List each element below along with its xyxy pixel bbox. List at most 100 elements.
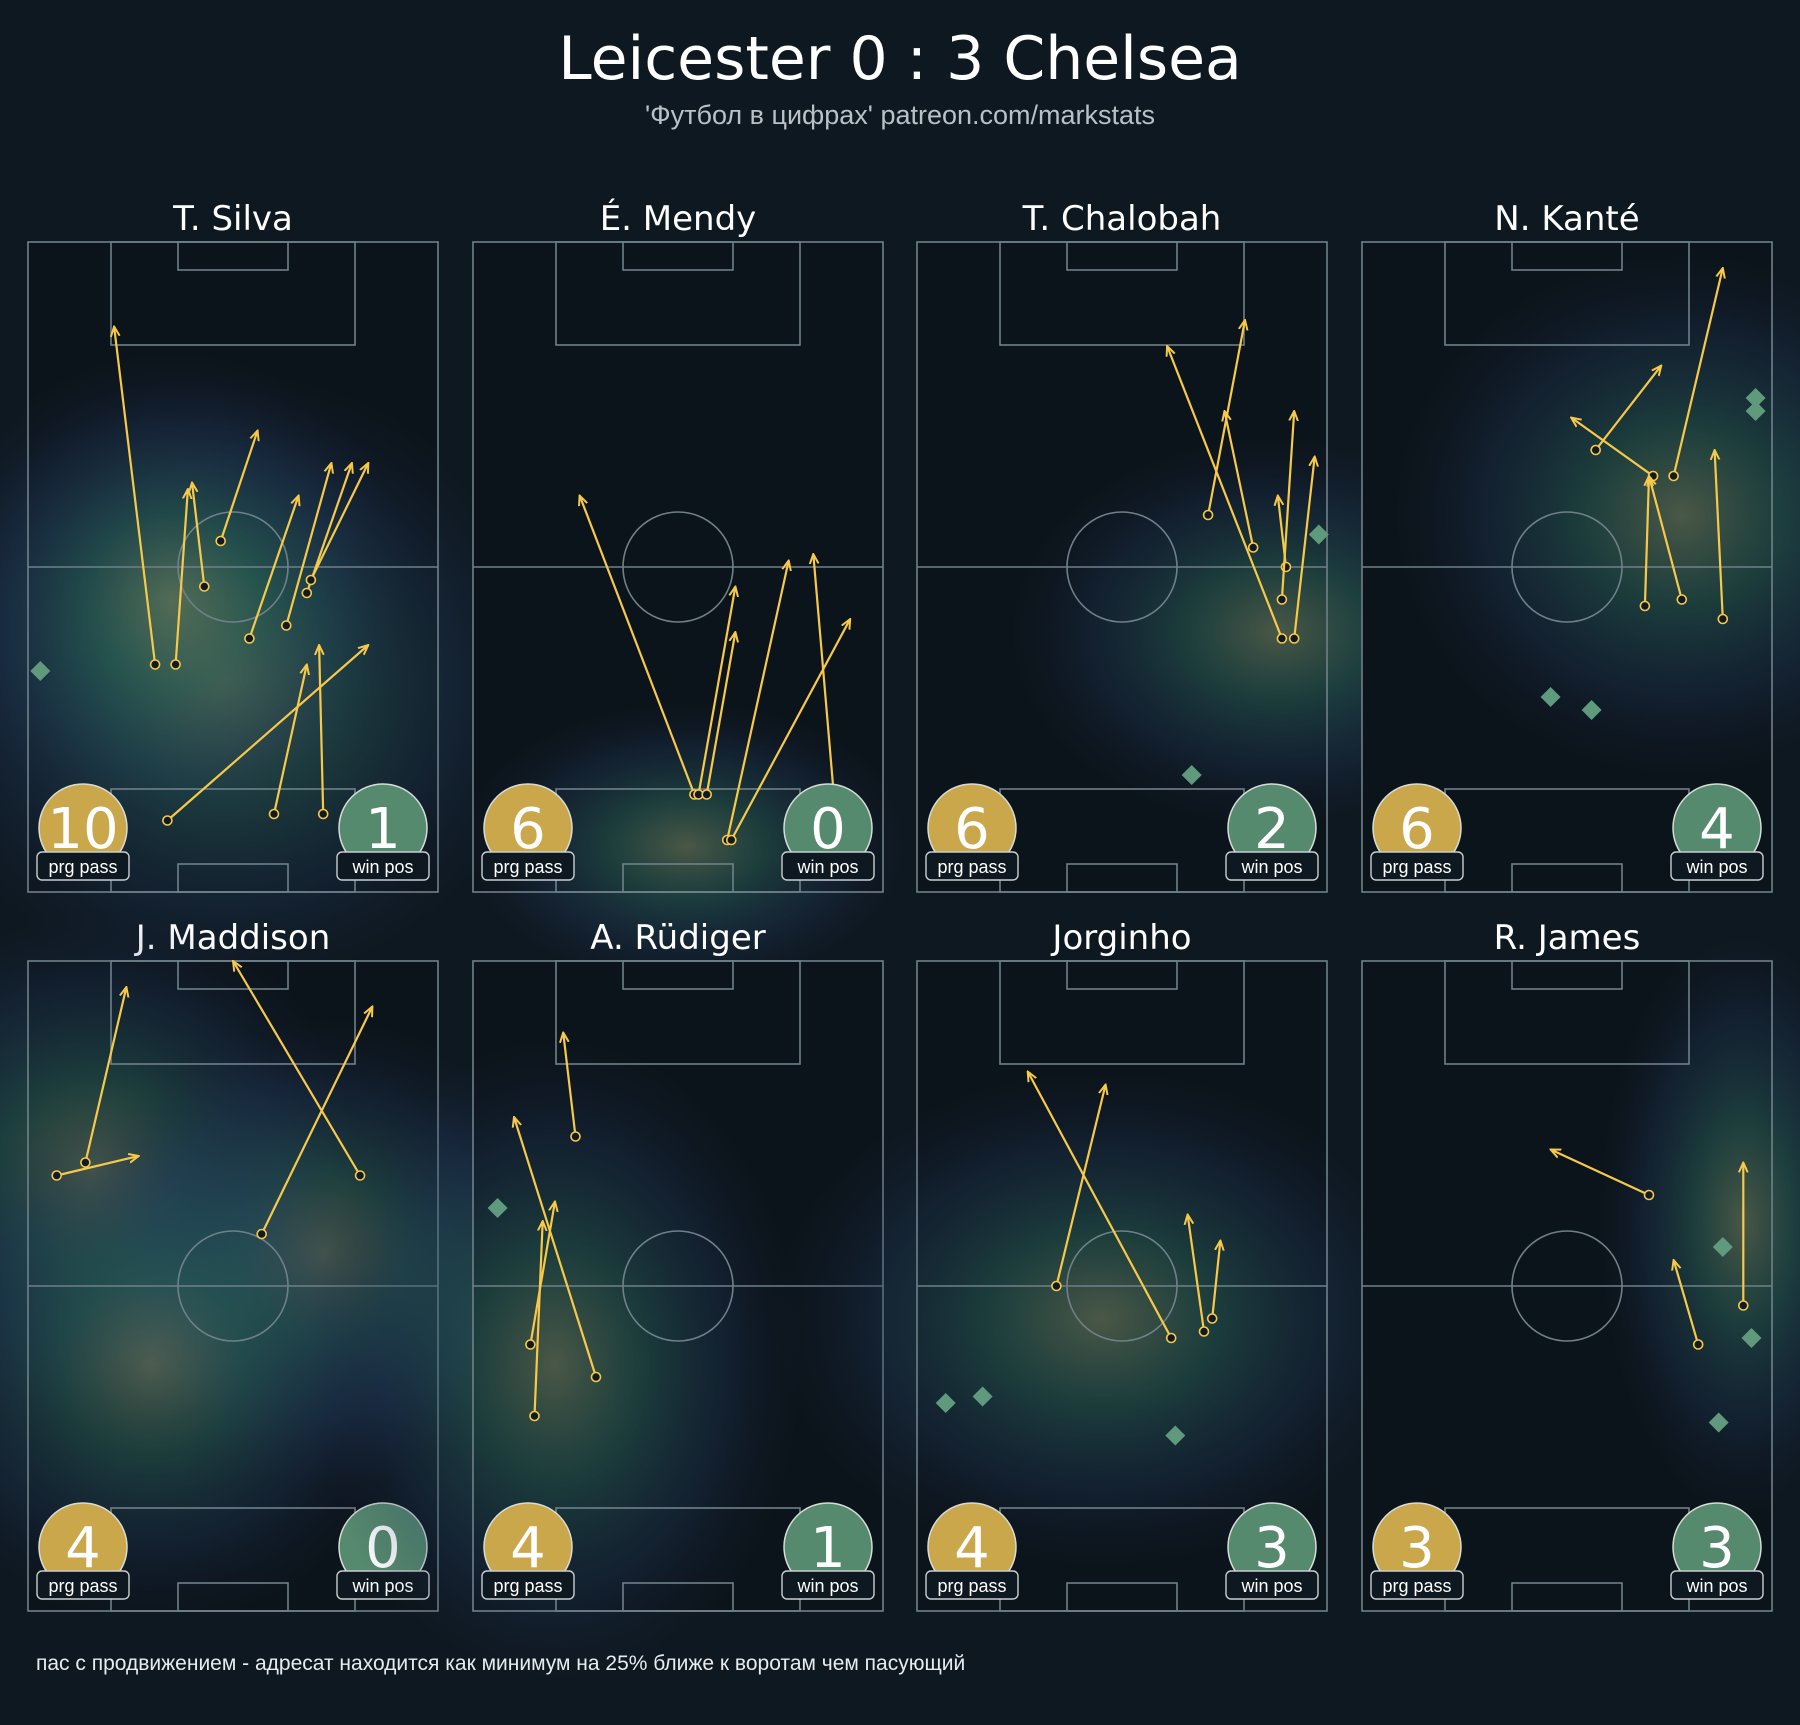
pass-arrow	[166, 645, 368, 822]
pass-origin	[1247, 542, 1259, 553]
pass-arrow	[1225, 411, 1255, 548]
prg-pass-label-box	[481, 1570, 575, 1600]
pass-arrow	[1594, 366, 1662, 451]
six-yard-box-bottom	[1066, 863, 1178, 893]
center-circle	[1066, 1230, 1178, 1342]
prg-pass-label-box	[36, 851, 130, 881]
pass-arrow	[1280, 411, 1294, 600]
win-pos-count: 0	[810, 797, 846, 862]
pass-arrow	[1571, 418, 1654, 477]
win-position-marker	[1745, 401, 1766, 421]
pass-arrow	[1645, 476, 1649, 607]
pass-arrow	[309, 463, 368, 581]
win-position-marker	[1712, 1237, 1733, 1257]
footnote: пас с продвижением - адресат находится к…	[36, 1652, 966, 1675]
pass-arrow	[1055, 1085, 1105, 1287]
pass-origin	[1206, 1313, 1218, 1324]
prg-pass-count: 10	[47, 797, 118, 862]
prg-pass-label: prg pass	[48, 857, 117, 877]
pass-arrow	[248, 496, 298, 639]
win-position-marker	[30, 661, 51, 681]
center-circle	[1066, 511, 1178, 623]
prg-pass-label: prg pass	[937, 1576, 1006, 1596]
density-blob	[773, 1071, 1430, 1566]
win-pos-label: win pos	[796, 857, 858, 877]
win-position-marker	[1708, 1412, 1729, 1433]
pass-arrow	[260, 1007, 373, 1235]
pass-origin	[1288, 633, 1300, 644]
six-yard-box-bottom	[622, 1582, 734, 1612]
prg-pass-label-box	[36, 1570, 130, 1600]
pass-origin	[701, 789, 713, 800]
prg-pass-label-box	[925, 851, 1019, 881]
pass-arrow	[1211, 1241, 1220, 1319]
player-name: É. Mendy	[600, 198, 757, 239]
pass-arrow	[272, 665, 307, 815]
pass-origin	[1643, 1189, 1655, 1201]
prg-pass-count: 6	[510, 797, 546, 862]
pass-origin	[1676, 594, 1688, 605]
center-circle	[177, 511, 289, 623]
win-position-marker	[1581, 700, 1602, 720]
win-position-marker	[1540, 687, 1561, 707]
prg-pass-label: prg pass	[48, 1576, 117, 1596]
win-position-marker	[935, 1393, 956, 1413]
win-position-marker	[1308, 524, 1329, 545]
pass-origin	[80, 1157, 91, 1168]
pass-origin	[317, 808, 329, 820]
center-circle	[622, 511, 734, 623]
six-yard-box-top	[1511, 241, 1623, 271]
six-yard-box-bottom	[177, 1582, 289, 1612]
pass-arrow	[84, 987, 126, 1163]
six-yard-box-top	[1066, 960, 1178, 990]
center-circle	[1511, 1230, 1623, 1342]
pass-arrow	[697, 587, 736, 795]
pass-origin	[51, 1170, 63, 1181]
pass-arrow	[580, 496, 696, 795]
pass-origin	[590, 1371, 602, 1383]
pass-origin	[149, 659, 161, 670]
win-pos-count: 1	[810, 1516, 846, 1581]
pass-origin	[529, 1410, 540, 1422]
prg-pass-count: 4	[954, 1516, 990, 1581]
win-position-marker	[1741, 1328, 1762, 1348]
pass-arrow	[192, 483, 206, 587]
six-yard-box-bottom	[622, 863, 734, 893]
six-yard-box-bottom	[1066, 1582, 1178, 1612]
prg-pass-count: 3	[1399, 1516, 1435, 1581]
prg-pass-label-box	[481, 851, 575, 881]
pass-origin	[215, 535, 226, 547]
win-pos-count: 3	[1254, 1516, 1290, 1581]
win-pos-count: 1	[365, 797, 401, 862]
center-circle	[177, 1230, 289, 1342]
pass-arrow	[1551, 1150, 1650, 1196]
pass-origin	[570, 1131, 581, 1142]
six-yard-box-bottom	[1511, 863, 1623, 893]
prg-pass-label-box	[1370, 851, 1464, 881]
pass-origin	[1276, 633, 1288, 644]
pass-origin	[1738, 1300, 1749, 1311]
prg-pass-label: prg pass	[1382, 1576, 1451, 1596]
prg-pass-label: prg pass	[493, 857, 562, 877]
win-position-marker	[1181, 765, 1202, 785]
player-name: T. Chalobah	[1022, 199, 1222, 239]
win-pos-label-box	[336, 851, 430, 881]
density-blob	[309, 1039, 801, 1689]
pass-arrow	[285, 463, 331, 626]
pass-arrow	[1649, 476, 1683, 600]
pass-arrow	[56, 1156, 139, 1177]
pass-origin	[162, 815, 173, 826]
prg-pass-label-box	[1370, 1570, 1464, 1600]
pass-arrow	[1674, 1260, 1700, 1345]
density-blob	[1394, 255, 1800, 775]
pass-arrow	[730, 619, 850, 841]
prg-pass-label-box	[925, 1570, 1019, 1600]
pass-origin	[1717, 613, 1729, 625]
pass-origin	[1639, 600, 1651, 612]
pass-arrow	[1293, 457, 1315, 639]
pass-arrow	[514, 1117, 598, 1378]
prg-pass-count: 4	[65, 1516, 101, 1581]
